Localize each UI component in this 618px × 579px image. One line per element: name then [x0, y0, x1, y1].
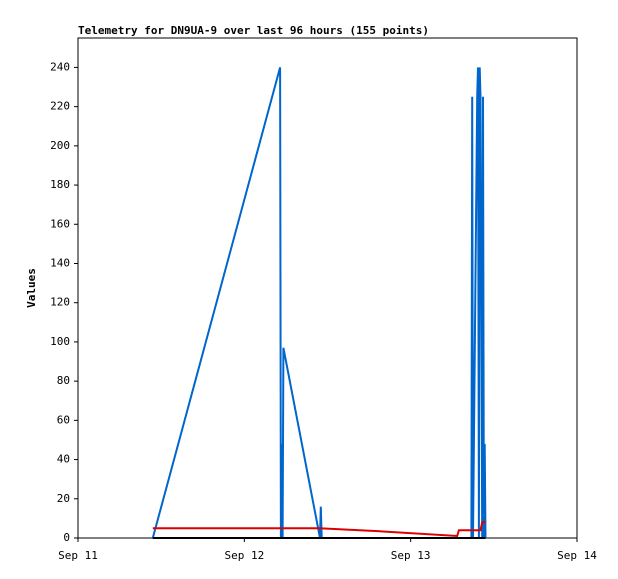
y-tick-label: 80: [57, 374, 70, 387]
x-tick-label: Sep 12: [224, 549, 264, 562]
y-tick-label: 60: [57, 413, 70, 426]
plot-frame: [77, 37, 578, 539]
y-tick-label: 220: [50, 100, 70, 113]
y-tick-label: 160: [50, 217, 70, 230]
y-tick-label: 240: [50, 60, 70, 73]
x-tick-label: Sep 13: [391, 549, 431, 562]
x-tick-label: Sep 14: [557, 549, 597, 562]
series-line: [151, 67, 487, 539]
y-tick-label: 140: [50, 256, 70, 269]
y-tick-label: 40: [57, 453, 70, 466]
y-tick-label: 20: [57, 492, 70, 505]
x-tick-label: Sep 11: [58, 549, 98, 562]
y-tick-label: 200: [50, 139, 70, 152]
y-axis-label: Values: [25, 268, 38, 308]
y-tick-label: 120: [50, 296, 70, 309]
chart-title: Telemetry for DN9UA-9 over last 96 hours…: [78, 24, 429, 37]
y-tick-label: 0: [63, 531, 70, 544]
y-tick-label: 100: [50, 335, 70, 348]
series-line: [152, 521, 486, 538]
y-tick-label: 180: [50, 178, 70, 191]
